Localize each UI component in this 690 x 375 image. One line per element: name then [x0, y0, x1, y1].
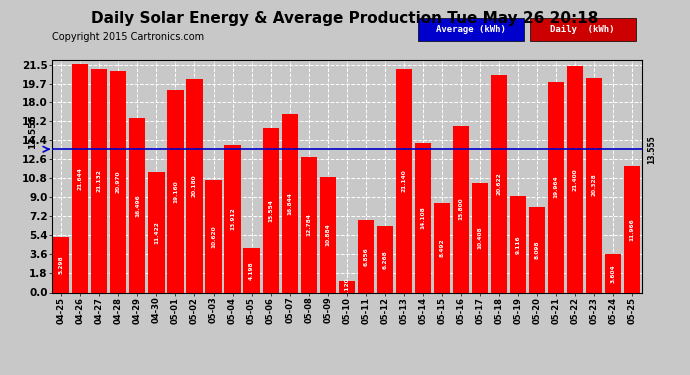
Bar	[301, 158, 317, 292]
Bar	[491, 75, 507, 292]
Bar	[110, 71, 126, 292]
Text: 5.298: 5.298	[59, 255, 63, 274]
Bar	[357, 220, 374, 292]
Bar	[624, 166, 640, 292]
Text: 9.116: 9.116	[515, 235, 520, 254]
Text: Daily  (kWh): Daily (kWh)	[551, 25, 615, 34]
Text: 20.970: 20.970	[116, 171, 121, 193]
Bar	[168, 90, 184, 292]
Text: 21.400: 21.400	[573, 168, 578, 191]
Bar	[262, 128, 279, 292]
Text: 15.554: 15.554	[268, 199, 273, 222]
Bar	[319, 177, 336, 292]
Text: 13.912: 13.912	[230, 208, 235, 230]
Bar	[434, 203, 450, 292]
Bar	[224, 146, 241, 292]
Text: 20.622: 20.622	[497, 172, 502, 195]
FancyBboxPatch shape	[530, 18, 635, 41]
Text: 16.496: 16.496	[135, 194, 140, 217]
Bar	[510, 196, 526, 292]
Bar	[396, 69, 412, 292]
Bar	[548, 81, 564, 292]
Text: 21.644: 21.644	[78, 167, 83, 190]
Bar	[53, 237, 70, 292]
Text: 21.140: 21.140	[402, 170, 406, 192]
Text: 13.555: 13.555	[28, 115, 37, 149]
Text: 19.160: 19.160	[173, 180, 178, 203]
Text: 16.844: 16.844	[287, 192, 292, 215]
Bar	[129, 118, 146, 292]
FancyBboxPatch shape	[417, 18, 524, 41]
Text: 13.555: 13.555	[648, 135, 657, 164]
Text: Copyright 2015 Cartronics.com: Copyright 2015 Cartronics.com	[52, 32, 204, 42]
Text: 11.422: 11.422	[154, 221, 159, 244]
Bar	[453, 126, 469, 292]
Bar	[186, 79, 203, 292]
Text: 11.966: 11.966	[630, 218, 635, 241]
Text: Average (kWh): Average (kWh)	[435, 25, 506, 34]
Bar	[282, 114, 297, 292]
Bar	[339, 280, 355, 292]
Text: Daily Solar Energy & Average Production Tue May 26 20:18: Daily Solar Energy & Average Production …	[91, 11, 599, 26]
Text: 6.856: 6.856	[363, 247, 368, 266]
Bar	[415, 143, 431, 292]
Bar	[148, 172, 164, 292]
Bar	[567, 66, 583, 292]
Bar	[72, 64, 88, 292]
Bar	[472, 183, 488, 292]
Text: 4.198: 4.198	[249, 261, 254, 280]
Text: 21.132: 21.132	[97, 170, 102, 192]
Text: 10.408: 10.408	[477, 226, 482, 249]
Bar	[605, 254, 621, 292]
Text: 8.492: 8.492	[440, 238, 444, 257]
Bar	[244, 248, 259, 292]
Bar	[206, 180, 221, 292]
Bar	[91, 69, 108, 292]
Bar	[586, 78, 602, 292]
Text: 15.800: 15.800	[458, 198, 464, 220]
Text: 14.108: 14.108	[420, 207, 425, 230]
Text: 10.620: 10.620	[211, 225, 216, 248]
Text: 19.964: 19.964	[553, 176, 559, 198]
Text: 6.268: 6.268	[382, 250, 387, 269]
Text: 8.098: 8.098	[535, 240, 540, 259]
Bar	[529, 207, 545, 292]
Text: 12.784: 12.784	[306, 213, 311, 236]
Text: 1.120: 1.120	[344, 277, 349, 296]
Bar	[377, 226, 393, 292]
Text: 10.884: 10.884	[325, 224, 331, 246]
Text: 3.604: 3.604	[611, 264, 615, 283]
Text: 20.180: 20.180	[192, 174, 197, 197]
Text: 20.328: 20.328	[591, 174, 597, 196]
